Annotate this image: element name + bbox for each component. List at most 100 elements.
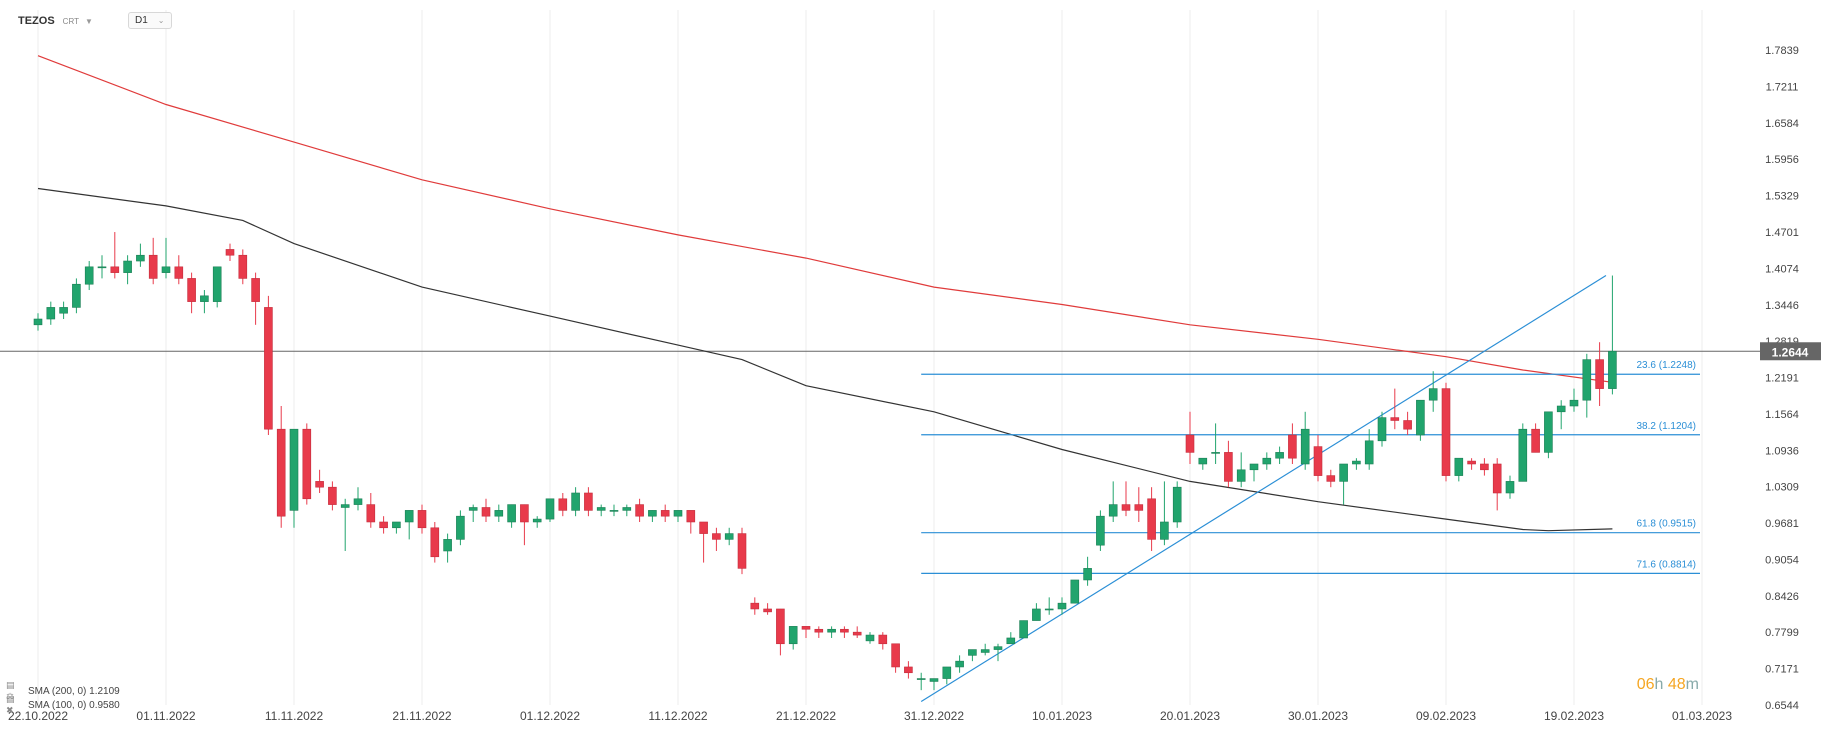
candle-body [776,608,785,645]
candle-body [392,521,401,529]
candle-body [264,307,273,430]
candle-body [366,504,376,523]
candle-body [660,510,670,517]
candle-body [1544,411,1553,453]
candle-body [1249,463,1259,471]
symbol-selector[interactable]: TEZOS CRT ▼ [18,12,93,30]
legend-sma200-label: SMA (200, 0) 1.2109 [28,685,120,697]
candle-body [609,510,619,512]
candle-body [686,510,696,523]
candle-body [1185,434,1195,453]
candle-body [46,307,56,320]
candle-body [520,504,529,523]
x-tick-label: 21.12.2022 [776,709,836,723]
candle-body [430,527,440,558]
candle-body [1288,434,1297,459]
candle-body [1441,388,1451,476]
x-tick-label: 11.11.2022 [265,709,324,723]
y-tick-label: 1.6584 [1765,118,1799,130]
candle-body [1454,457,1464,476]
y-tick-label: 1.0936 [1765,445,1799,457]
legend-sma100[interactable]: ▤ ✖ SMA (100, 0) 0.9580 [6,694,120,716]
chevron-down-icon: ⌄ [157,16,165,25]
candle-body [97,266,107,269]
x-tick-label: 01.12.2022 [520,709,580,723]
candle-body [1108,504,1118,517]
candle-body [443,539,452,552]
candle-body [571,492,580,511]
candle-body [763,608,772,613]
y-tick-label: 1.5956 [1765,154,1799,166]
x-tick-label: 22.10.2022 [8,709,68,723]
candle-body [1416,399,1425,436]
candle-body [456,515,465,540]
candle-body [1608,350,1617,389]
candle-body [225,249,235,256]
y-tick-label: 0.8426 [1765,591,1799,603]
candle-body [788,626,798,645]
candle-body [1275,452,1284,459]
candle-body [187,278,196,302]
countdown-m: m [1685,676,1699,693]
candle-body [904,666,913,674]
candle-body [801,626,811,630]
candle-body [916,678,926,680]
candle-body [1505,481,1515,494]
candle-body [865,634,875,642]
candle-body [1569,399,1579,407]
candle-body [750,602,760,610]
x-tick-label: 09.02.2023 [1416,709,1476,723]
sma100-line [37,187,1613,532]
candle-body [968,649,977,656]
candle-body [1403,420,1412,430]
candle-body [1326,475,1336,482]
y-tick-label: 1.5329 [1765,191,1799,203]
x-tick-label: 30.01.2023 [1288,709,1348,723]
candle-body [1096,515,1105,546]
candle-body [699,521,708,534]
candle-body [827,628,836,633]
candle-body [1556,405,1566,413]
y-tick-label: 1.0309 [1765,482,1799,494]
candle-body [737,533,747,569]
candle-body [532,518,542,523]
y-tick-label: 1.1564 [1765,409,1799,421]
candle-body [955,660,964,668]
candle-body [814,628,824,633]
candle-body [1492,463,1502,494]
legend-sma100-label: SMA (100, 0) 0.9580 [28,699,120,711]
candle-body [200,295,209,302]
candle-body [1172,486,1182,523]
candle-body [1121,504,1131,511]
close-icon: ▤ ✖ [6,694,15,715]
x-tick-label: 31.12.2022 [904,709,964,723]
candle-body [289,428,299,511]
candle-body [110,266,120,273]
candle-body [1428,388,1438,401]
timeframe-selector[interactable]: D1 ⌄ [128,12,172,29]
candle-body [929,678,939,682]
candle-body [1313,446,1323,476]
x-tick-label: 20.01.2023 [1160,709,1220,723]
symbol-sub: CRT [62,16,79,26]
y-tick-label: 1.2191 [1765,373,1799,385]
settings-icon: ▤ ⚖ [6,680,15,701]
candle-body [596,507,606,511]
y-tick-label: 1.4074 [1765,263,1799,275]
timeframe-label: D1 [135,15,148,26]
y-tick-label: 1.7839 [1765,45,1799,57]
candle-body [1582,359,1592,401]
countdown-h: h [1654,676,1664,693]
trendline [920,275,1607,703]
candle-body [238,254,248,279]
candle-body [84,266,94,285]
legend-sma200[interactable]: ▤ ⚖ SMA (200, 0) 1.2109 [6,680,120,702]
candle-body [891,643,900,668]
candle-body [123,260,132,273]
candle-body [379,521,388,529]
candle-body [545,498,555,520]
x-tick-label: 01.03.2023 [1672,709,1732,723]
x-tick-label: 19.02.2023 [1544,709,1604,723]
candle-countdown: 06h 48m [1637,676,1699,694]
